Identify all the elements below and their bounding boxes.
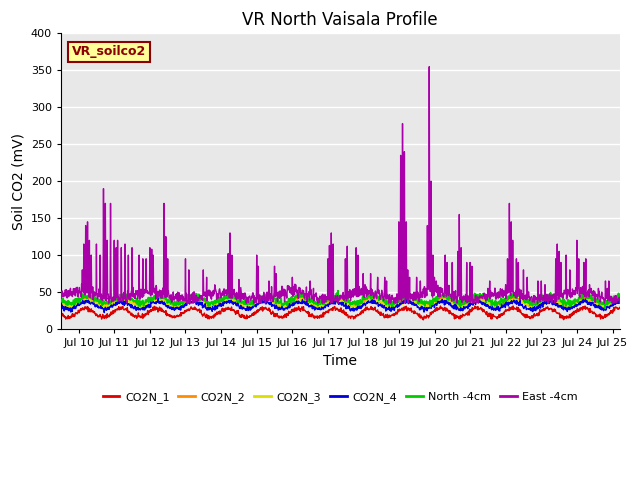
X-axis label: Time: Time — [323, 354, 357, 368]
Y-axis label: Soil CO2 (mV): Soil CO2 (mV) — [11, 133, 25, 230]
Title: VR North Vaisala Profile: VR North Vaisala Profile — [243, 11, 438, 29]
Text: VR_soilco2: VR_soilco2 — [72, 45, 147, 58]
Legend: CO2N_1, CO2N_2, CO2N_3, CO2N_4, North -4cm, East -4cm: CO2N_1, CO2N_2, CO2N_3, CO2N_4, North -4… — [99, 388, 582, 408]
